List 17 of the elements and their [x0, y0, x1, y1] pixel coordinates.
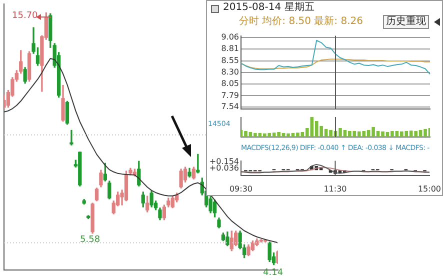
y-tick-label: +0.036: [209, 163, 239, 172]
x-tick-label: 09:30: [229, 184, 253, 194]
y-tick-label: 9.06: [221, 32, 239, 42]
text: 历史重现: [383, 15, 429, 29]
x-tick-label: 15:00: [418, 184, 442, 194]
chart-subtitle: 分时 均价: 8.50 最新: 8.26: [239, 16, 363, 27]
y-tick-label: 8.05: [221, 78, 239, 88]
annotation: 15.70: [12, 11, 38, 21]
y-tick-label: 8.81: [221, 44, 239, 54]
x-tick-label: 11:30: [324, 184, 347, 194]
chart-title: 2015-08-14 星期五: [223, 2, 314, 13]
y-tick-label: 7.54: [221, 102, 239, 112]
y-tick-label: 7.79: [221, 90, 239, 100]
y-tick-label: 8.55: [221, 56, 239, 66]
annotation: 4.14: [263, 268, 284, 278]
annotation: 5.58: [80, 235, 100, 245]
y-tick-label: 8.30: [221, 67, 239, 76]
